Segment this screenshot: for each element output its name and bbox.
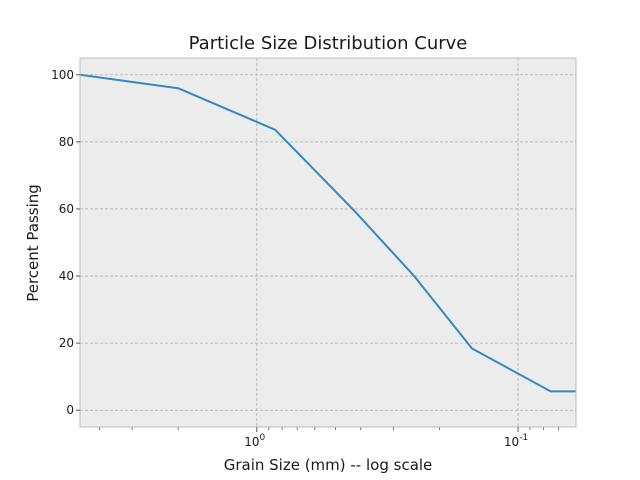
y-tick-label: 20	[59, 336, 74, 350]
y-tick-label: 80	[59, 135, 74, 149]
percent-passing-line	[79, 73, 576, 393]
x-tick-label: 10-1	[504, 433, 528, 449]
y-axis-label: Percent Passing	[24, 184, 42, 302]
x-tick-labels: 100 10-1	[244, 427, 528, 449]
y-tick-label: 0	[66, 403, 74, 417]
x-gridlines	[256, 58, 519, 427]
plot-background	[80, 58, 576, 427]
plot-frame	[79, 57, 577, 428]
y-tick-labels: 0 20 40 60 80 100	[51, 68, 80, 417]
x-axis-label: Grain Size (mm) -- log scale	[224, 456, 433, 474]
y-tick-label: 40	[59, 269, 74, 283]
y-tick-label: 100	[51, 68, 74, 82]
y-gridlines	[80, 74, 576, 411]
chart-title: Particle Size Distribution Curve	[189, 33, 468, 54]
y-tick-label: 60	[59, 202, 74, 216]
x-tick-label: 100	[244, 433, 265, 449]
